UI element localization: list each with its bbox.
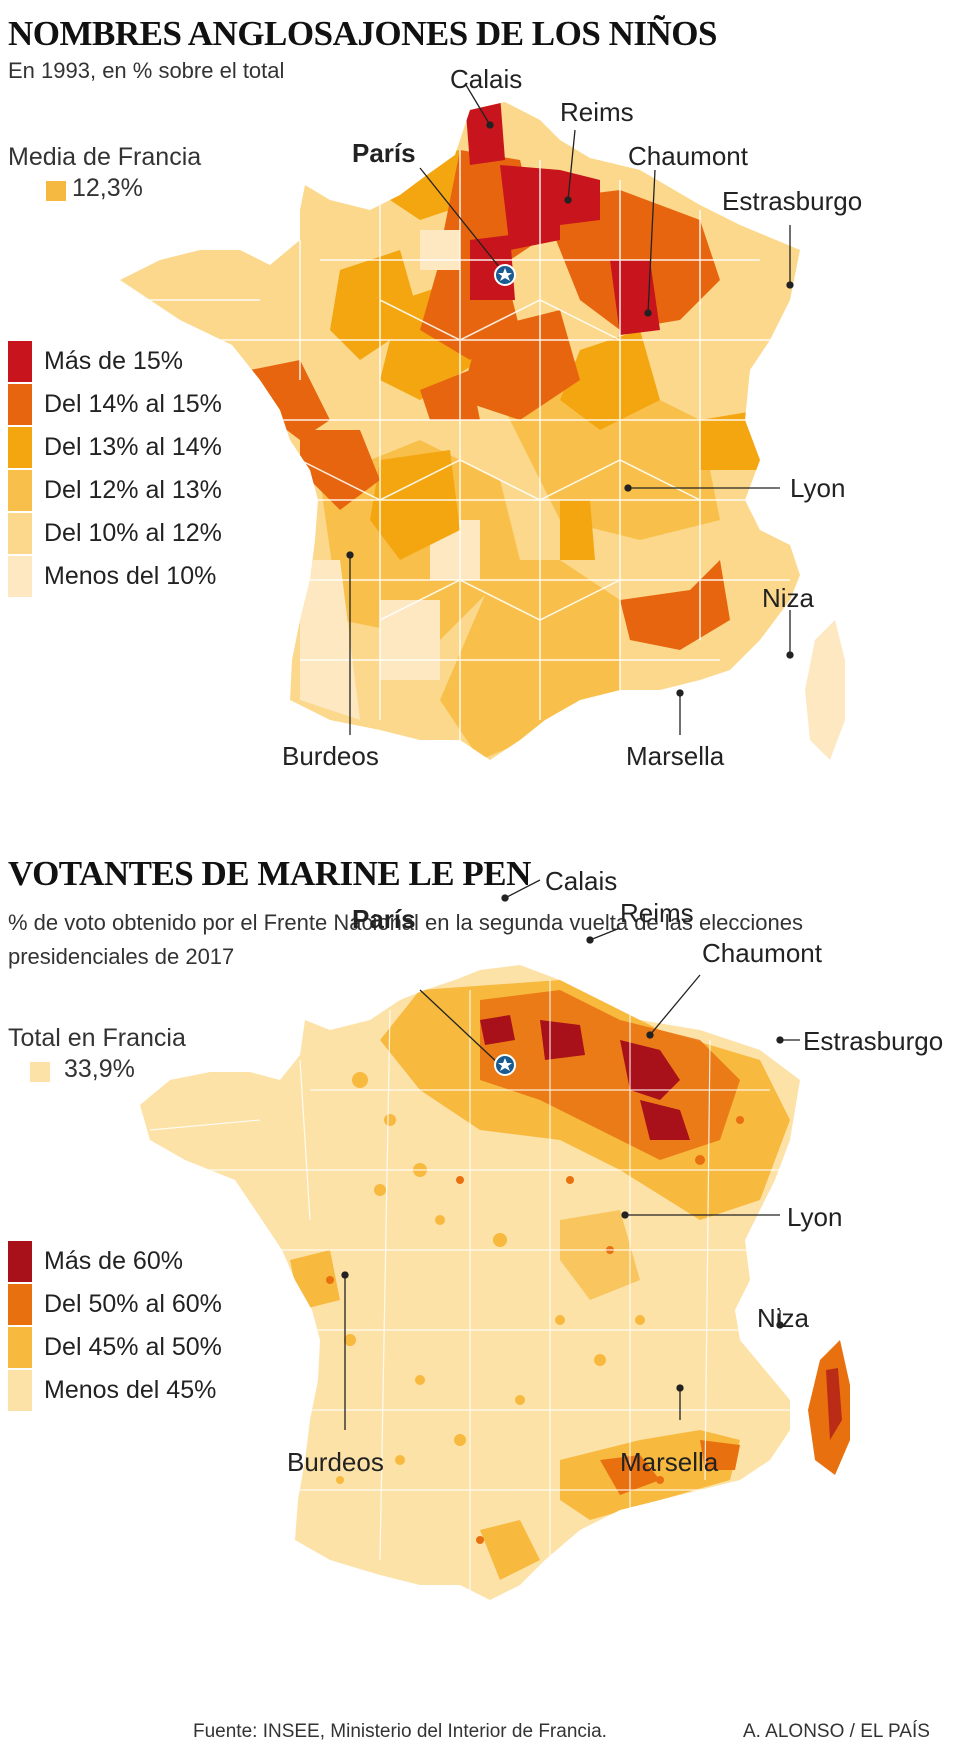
legend-label: Del 13% al 14% [44,433,222,461]
legend-label: Del 12% al 13% [44,476,222,504]
legend-item: Más de 15% [8,341,268,384]
map1-subtitle: En 1993, en % sobre el total [8,58,285,83]
map1-average-label: Media de Francia [8,143,202,171]
legend-item: Del 13% al 14% [8,427,268,470]
city-label-chaumont: Chaumont [628,141,749,171]
city-label-lyon: Lyon [790,473,845,503]
map2-average-label: Total en Francia [8,1024,186,1052]
legend-item: Del 10% al 12% [8,513,268,556]
city-label-chaumont: Chaumont [702,938,823,968]
map2-average-swatch [30,1062,50,1082]
map2-leader-lines [341,879,800,1430]
legend-swatch [8,556,32,597]
legend-item: Del 45% al 50% [8,1327,268,1370]
city-label-marsella: Marsella [620,1447,719,1477]
legend-label: Del 45% al 50% [44,1333,222,1361]
map-section-names: NOMBRES ANGLOSAJONES DE LOS NIÑOS En 199… [0,0,980,771]
legend-item: Del 14% al 15% [8,384,268,427]
city-label-calais: Calais [450,64,522,94]
city-label-reims: Reims [560,97,634,127]
city-label-lyon: Lyon [787,1202,842,1232]
legend-label: Más de 15% [44,347,183,375]
map2-legend: Más de 60% Del 50% al 60% Del 45% al 50%… [8,1241,268,1413]
map1-france-map: Calais Reims Chaumont Estrasburgo París … [120,64,862,760]
map1-average-swatch [46,181,66,201]
city-label-reims: Reims [620,898,694,928]
map1-label-marsella: Marsella [626,741,725,771]
legend-item: Del 12% al 13% [8,470,268,513]
map1-title: NOMBRES ANGLOSAJONES DE LOS NIÑOS [8,14,717,53]
legend-label: Del 10% al 12% [44,519,222,547]
city-label-niza: Niza [762,583,815,613]
legend-swatch [8,1370,32,1411]
city-label-estrasburgo: Estrasburgo [803,1026,943,1056]
legend-label: Del 14% al 15% [44,390,222,418]
legend-swatch [8,1284,32,1325]
map1-leader-lines [346,84,794,735]
legend-label: Más de 60% [44,1247,183,1275]
map2-france-map: Calais Reims Chaumont Estrasburgo París … [140,866,943,1600]
city-label-paris: París [352,904,416,934]
legend-swatch [8,384,32,425]
legend-label: Menos del 10% [44,562,217,590]
legend-swatch [8,470,32,511]
legend-label: Menos del 45% [44,1376,217,1404]
map2-communes [140,965,800,1600]
city-label-niza: Niza [757,1303,810,1333]
footer-source: Fuente: INSEE, Ministerio del Interior d… [193,1721,607,1742]
legend-item: Menos del 45% [8,1370,268,1413]
footer-credit: A. ALONSO / EL PAÍS [743,1721,930,1742]
map-section-votes: VOTANTES DE MARINE LE PEN % de voto obte… [0,840,980,1710]
city-label-burdeos: Burdeos [287,1447,384,1477]
map1-average-value: 12,3% [72,174,143,202]
paris-star-marker-1 [494,264,516,286]
legend-swatch [8,1241,32,1282]
map2-subtitle: % de voto obtenido por el Frente Naciona… [8,910,803,969]
legend-item: Menos del 10% [8,556,268,599]
city-label-paris: París [352,138,416,168]
map2-average-value: 33,9% [64,1055,135,1083]
paris-star-marker-2 [494,1054,516,1076]
city-label-calais: Calais [545,866,617,896]
map1-regions [120,102,800,760]
legend-item: Del 50% al 60% [8,1284,268,1327]
map2-title: VOTANTES DE MARINE LE PEN [8,854,531,893]
map1-label-burdeos: Burdeos [282,741,379,771]
legend-swatch [8,427,32,468]
map1-legend: Más de 15% Del 14% al 15% Del 13% al 14%… [8,341,268,599]
map1-corsica [805,620,845,760]
city-label-estrasburgo: Estrasburgo [722,186,862,216]
legend-label: Del 50% al 60% [44,1290,222,1318]
legend-swatch [8,341,32,382]
legend-swatch [8,1327,32,1368]
legend-item: Más de 60% [8,1241,268,1284]
legend-swatch [8,513,32,554]
